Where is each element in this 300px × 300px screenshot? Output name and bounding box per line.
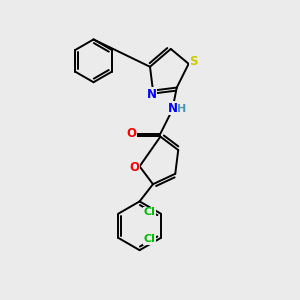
Text: O: O: [127, 127, 137, 140]
Text: N: N: [146, 88, 157, 100]
Text: H: H: [178, 104, 187, 114]
Text: S: S: [189, 55, 198, 68]
Text: O: O: [129, 161, 139, 174]
Text: Cl: Cl: [143, 235, 155, 244]
Text: N: N: [168, 102, 178, 115]
Text: Cl: Cl: [143, 207, 155, 217]
